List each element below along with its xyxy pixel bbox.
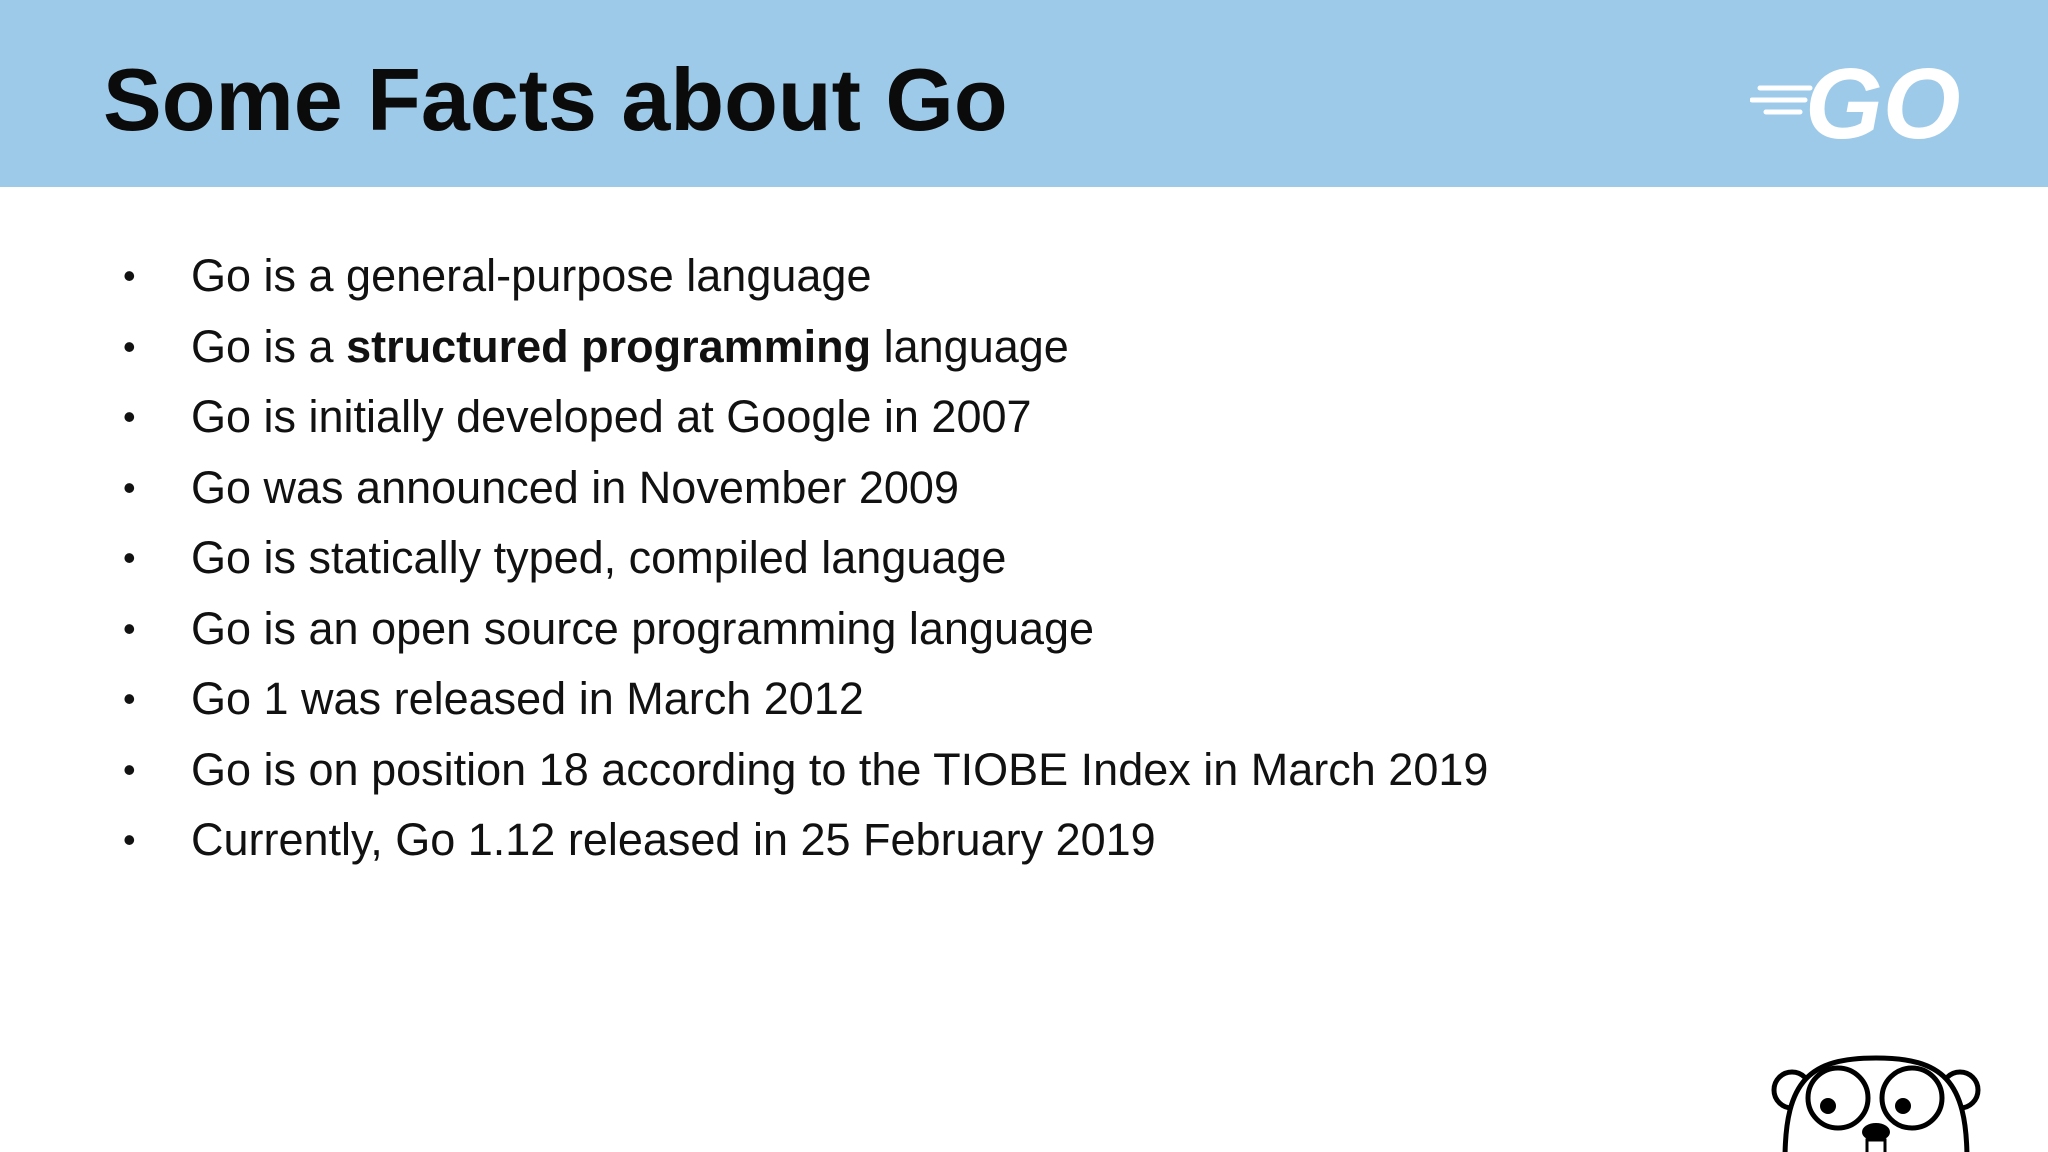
bullet-item: Currently, Go 1.12 released in 25 Februa… — [0, 805, 1488, 876]
bullet-item: Go is a structured programming language — [0, 312, 1488, 383]
item-text: Go is an open source programming languag… — [191, 602, 1095, 654]
logo-text: GO — [1805, 50, 1961, 150]
item-text: Go is a general-purpose language — [191, 250, 872, 301]
gopher-mascot — [1771, 1055, 1981, 1152]
bullet-item: Go is on position 18 according to the TI… — [0, 735, 1488, 806]
item-text: Currently, Go 1.12 released in 25 Februa… — [191, 814, 1156, 865]
bullet-item: Go was announced in November 2009 — [0, 453, 1488, 524]
header-band: Some Facts about Go GO — [0, 0, 2048, 187]
item-text: Go is statically typed, compiled languag… — [191, 532, 1007, 583]
item-text: Go 1 was released in March 2012 — [191, 673, 864, 724]
item-text: Go is a — [191, 320, 347, 372]
bullet-item: Go is initially developed at Google in 2… — [0, 382, 1488, 453]
item-text: Go is on position 18 according to the TI… — [191, 743, 1489, 795]
slide-title: Some Facts about Go — [103, 50, 1008, 149]
bullet-item: Go is statically typed, compiled languag… — [0, 523, 1488, 594]
item-text: Go is initially developed at Google in 2… — [191, 391, 1032, 442]
bullet-item: Go is a general-purpose language — [0, 241, 1488, 312]
bullet-list: Go is a general-purpose language Go is a … — [0, 241, 1488, 876]
item-text: Go was announced in November 2009 — [191, 461, 959, 513]
bold-text: structured programming — [346, 320, 872, 372]
bullet-item: Go 1 was released in March 2012 — [0, 664, 1488, 735]
item-text: language — [871, 320, 1069, 372]
bullet-item: Go is an open source programming languag… — [0, 594, 1488, 665]
go-logo: GO — [1750, 50, 1961, 150]
